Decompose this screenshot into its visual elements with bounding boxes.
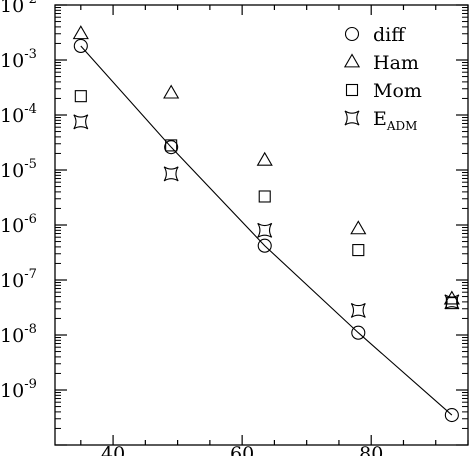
legend-marker-e <box>344 110 360 126</box>
y-tick-label: 10-2 <box>0 0 37 17</box>
series-diff <box>73 38 459 423</box>
data-point-ham <box>350 220 367 235</box>
data-point-mom <box>352 244 365 257</box>
y-tick-label: 10-4 <box>0 102 37 127</box>
y-tick-label: 10-7 <box>0 267 37 292</box>
series-line-diff <box>80 45 453 416</box>
legend-marker-mom <box>345 83 359 97</box>
data-point-mom <box>258 190 271 203</box>
legend: diff Ham Mom EADM <box>343 24 422 133</box>
data-point-ham <box>72 25 89 40</box>
tick-labels: 40 60 80 10-2 10-3 10-4 10-5 10-6 10-7 10-8 10-9 <box>0 0 383 456</box>
data-point-mom <box>74 90 87 103</box>
legend-item-ham: Ham <box>343 52 419 74</box>
y-tick-label: 10-8 <box>0 322 37 347</box>
data-point-mom <box>165 139 178 152</box>
data-point-e <box>444 294 460 310</box>
legend-item-mom: Mom <box>345 80 422 102</box>
y-tick-label: 10-3 <box>0 47 37 72</box>
x-tick-label: 80 <box>359 443 383 456</box>
y-tick-label: 10-5 <box>0 157 37 182</box>
data-point-diff <box>257 238 272 253</box>
legend-item-e: EADM <box>344 108 417 133</box>
legend-item-diff: diff <box>344 24 406 46</box>
series-marks <box>72 25 460 423</box>
legend-label-e: EADM <box>373 108 417 133</box>
axis-ticks <box>55 4 469 446</box>
legend-label-mom: Mom <box>373 80 422 102</box>
data-point-e <box>163 166 179 182</box>
legend-label-ham: Ham <box>373 52 419 74</box>
legend-marker-ham <box>343 53 361 68</box>
series-mom <box>74 90 458 310</box>
data-point-e <box>73 114 89 130</box>
x-tick-label: 40 <box>101 443 125 456</box>
data-point-ham <box>256 151 273 166</box>
x-tick-label: 60 <box>230 443 254 456</box>
data-point-diff <box>164 140 179 155</box>
data-point-e <box>350 302 366 318</box>
data-point-ham <box>163 84 180 99</box>
series-e <box>73 114 460 318</box>
legend-label-diff: diff <box>373 24 406 46</box>
y-tick-label: 10-9 <box>0 377 37 402</box>
data-point-e <box>257 222 273 238</box>
data-point-diff <box>73 38 88 54</box>
legend-marker-diff <box>344 26 360 42</box>
y-tick-label: 10-6 <box>0 212 37 237</box>
data-point-diff <box>444 408 459 423</box>
data-point-diff <box>351 325 366 340</box>
